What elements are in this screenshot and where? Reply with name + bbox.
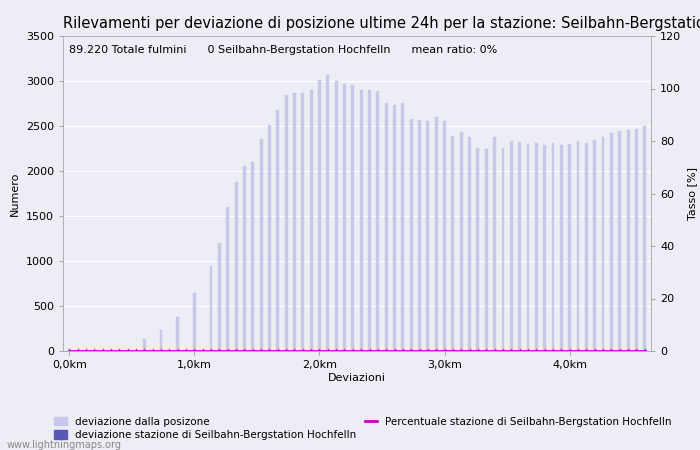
- Bar: [260, 140, 262, 351]
- Text: Rilevamenti per deviazione di posizione ultime 24h per la stazione: Seilbahn-Ber: Rilevamenti per deviazione di posizione …: [63, 16, 700, 31]
- Bar: [385, 103, 388, 351]
- Bar: [176, 317, 179, 351]
- Bar: [560, 145, 563, 351]
- Bar: [243, 166, 246, 351]
- Bar: [335, 81, 337, 351]
- Text: 89.220 Totale fulmini      0 Seilbahn-Bergstation Hochfelln      mean ratio: 0%: 89.220 Totale fulmini 0 Seilbahn-Bergsta…: [69, 45, 497, 55]
- Y-axis label: Numero: Numero: [10, 171, 20, 216]
- Bar: [485, 149, 488, 351]
- Bar: [635, 129, 638, 351]
- Bar: [293, 93, 296, 351]
- Bar: [594, 140, 596, 351]
- Bar: [426, 121, 429, 351]
- Bar: [460, 132, 463, 351]
- Bar: [510, 141, 512, 351]
- Bar: [234, 182, 237, 351]
- Bar: [618, 131, 621, 351]
- Bar: [577, 141, 580, 351]
- Bar: [435, 117, 438, 351]
- Bar: [309, 90, 313, 351]
- Bar: [285, 95, 288, 351]
- Bar: [226, 207, 229, 351]
- Bar: [160, 330, 162, 351]
- Bar: [76, 350, 79, 351]
- Bar: [218, 243, 220, 351]
- Bar: [276, 110, 279, 351]
- Bar: [568, 144, 571, 351]
- Bar: [368, 90, 371, 351]
- Bar: [501, 148, 505, 351]
- Bar: [209, 266, 213, 351]
- Bar: [301, 93, 304, 351]
- Bar: [393, 105, 396, 351]
- Bar: [251, 162, 254, 351]
- Bar: [401, 103, 405, 351]
- Bar: [601, 137, 605, 351]
- Text: www.lightningmaps.org: www.lightningmaps.org: [7, 440, 122, 450]
- Bar: [193, 293, 196, 351]
- Bar: [468, 137, 471, 351]
- Bar: [526, 144, 529, 351]
- Bar: [518, 142, 521, 351]
- Bar: [494, 137, 496, 351]
- Bar: [452, 136, 454, 351]
- X-axis label: Deviazioni: Deviazioni: [328, 373, 386, 383]
- Bar: [585, 143, 588, 351]
- Bar: [610, 133, 612, 351]
- Bar: [477, 148, 480, 351]
- Bar: [410, 119, 413, 351]
- Bar: [543, 145, 546, 351]
- Bar: [360, 90, 363, 351]
- Legend: deviazione dalla posizone, deviazione stazione di Seilbahn-Bergstation Hochfelln: deviazione dalla posizone, deviazione st…: [54, 417, 672, 440]
- Bar: [443, 121, 446, 351]
- Bar: [318, 80, 321, 351]
- Bar: [552, 143, 554, 351]
- Bar: [643, 126, 646, 351]
- Bar: [343, 84, 346, 351]
- Bar: [351, 85, 354, 351]
- Bar: [143, 339, 146, 351]
- Bar: [418, 120, 421, 351]
- Bar: [535, 143, 538, 351]
- Bar: [326, 75, 329, 351]
- Bar: [626, 130, 629, 351]
- Bar: [377, 91, 379, 351]
- Bar: [268, 125, 271, 351]
- Y-axis label: Tasso [%]: Tasso [%]: [687, 167, 696, 220]
